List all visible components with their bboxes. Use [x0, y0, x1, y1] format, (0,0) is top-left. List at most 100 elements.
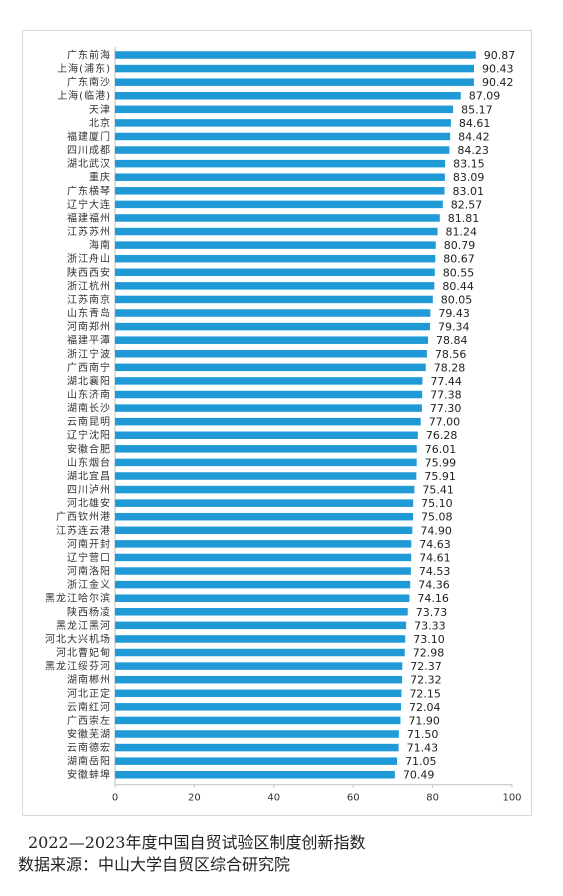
bar	[115, 703, 401, 711]
data-label: 71.90	[408, 714, 440, 727]
bar	[115, 417, 421, 426]
bar	[115, 309, 431, 317]
bar	[115, 214, 440, 222]
data-label: 87.09	[469, 90, 501, 103]
bar	[115, 377, 423, 385]
bar	[115, 146, 450, 154]
data-label: 72.98	[413, 647, 445, 660]
category-label: 云南昆明	[67, 415, 111, 428]
x-tick-label: 20	[188, 793, 201, 804]
category-label: 广东前海	[67, 49, 111, 62]
bar	[115, 268, 435, 277]
category-label: 河南洛阳	[67, 565, 111, 578]
x-tick-label: 80	[426, 793, 439, 804]
data-label: 70.49	[403, 769, 435, 782]
data-label: 75.10	[421, 497, 453, 510]
x-tick-label: 0	[112, 793, 118, 804]
bar	[115, 526, 413, 535]
data-label: 74.63	[419, 538, 451, 551]
data-label: 71.43	[407, 742, 439, 755]
category-label: 云南德宏	[67, 741, 111, 754]
category-label: 浙江宁波	[67, 347, 111, 360]
category-label: 黑龙江哈尔滨	[45, 592, 111, 605]
bar	[115, 295, 433, 304]
bar	[115, 485, 415, 494]
bar	[115, 608, 408, 616]
category-label: 辽宁大连	[67, 198, 111, 211]
category-label: 四川泸州	[67, 484, 111, 496]
category-label: 福建福州	[67, 211, 111, 224]
data-label: 71.05	[405, 755, 437, 768]
data-label: 84.23	[457, 144, 489, 157]
category-label: 福建厦门	[67, 130, 111, 143]
bar	[115, 648, 405, 657]
category-label: 湖南长沙	[67, 402, 111, 415]
bar	[115, 716, 401, 725]
bar	[115, 472, 417, 480]
data-label: 84.42	[458, 130, 490, 143]
data-label: 75.08	[421, 511, 453, 524]
category-label: 安徽蚌埠	[67, 768, 111, 781]
data-label: 80.44	[442, 280, 474, 293]
data-label: 83.01	[453, 185, 485, 198]
data-label: 81.81	[448, 212, 480, 225]
category-label: 陕西西安	[67, 266, 111, 279]
data-label: 90.87	[484, 49, 516, 62]
bar	[115, 119, 451, 127]
bar	[115, 431, 418, 439]
category-label: 河北正定	[67, 687, 111, 700]
bar	[115, 567, 411, 575]
bar	[115, 200, 443, 209]
category-label: 河北曹妃甸	[56, 646, 111, 659]
data-label: 79.43	[438, 307, 470, 320]
data-label: 79.34	[438, 321, 470, 334]
bar	[115, 458, 417, 467]
data-label: 73.33	[414, 619, 446, 632]
data-label: 77.44	[430, 375, 462, 388]
category-label: 湖南岳阳	[67, 755, 111, 768]
category-label: 湖北宜昌	[67, 469, 111, 482]
x-tick-label: 40	[267, 793, 280, 804]
category-label: 陕西杨凌	[67, 605, 111, 618]
bar	[115, 675, 403, 684]
category-label: 河北大兴机场	[45, 632, 111, 645]
bar	[115, 512, 414, 521]
bar	[115, 743, 399, 752]
bar	[115, 322, 430, 331]
data-label: 74.61	[419, 551, 451, 564]
data-label: 80.55	[443, 266, 475, 279]
data-label: 73.73	[416, 606, 448, 619]
chart-frame: 广东前海 90.87 上海(浦东) 90.43 广东南沙 90.42 上海(临港) 87.09…	[22, 30, 532, 816]
category-label: 安徽合肥	[67, 442, 111, 455]
data-label: 75.41	[422, 484, 454, 497]
bar	[115, 132, 451, 141]
data-label: 72.32	[410, 674, 442, 687]
category-label: 湖南郴州	[67, 673, 111, 686]
bar	[115, 404, 422, 412]
bar	[115, 770, 395, 779]
data-label: 72.04	[409, 701, 441, 714]
category-label: 山东烟台	[67, 456, 111, 469]
data-label: 76.28	[426, 429, 458, 442]
chart-caption-title: 2022—2023年度中国自贸试验区制度创新指数	[28, 833, 366, 852]
data-label: 74.36	[418, 579, 450, 592]
data-label: 78.28	[434, 361, 466, 374]
category-label: 江苏连云港	[56, 524, 111, 537]
bar	[115, 159, 446, 168]
data-label: 72.37	[410, 660, 442, 673]
bar	[115, 64, 475, 73]
bar	[115, 553, 412, 562]
category-label: 黑龙江绥芬河	[45, 660, 111, 673]
category-label: 河北雄安	[67, 497, 111, 510]
data-label: 82.57	[451, 198, 483, 211]
bar	[115, 757, 398, 765]
category-label: 广东南沙	[67, 76, 111, 89]
category-label: 河南郑州	[67, 320, 111, 333]
chart-source-note: 数据来源：中山大学自贸区综合研究院	[18, 855, 291, 874]
bar	[115, 689, 402, 698]
data-label: 71.50	[407, 728, 439, 741]
x-tick-label: 60	[347, 793, 360, 804]
data-label: 81.24	[446, 226, 478, 239]
category-label: 浙江金义	[67, 578, 111, 591]
bar	[115, 173, 445, 181]
